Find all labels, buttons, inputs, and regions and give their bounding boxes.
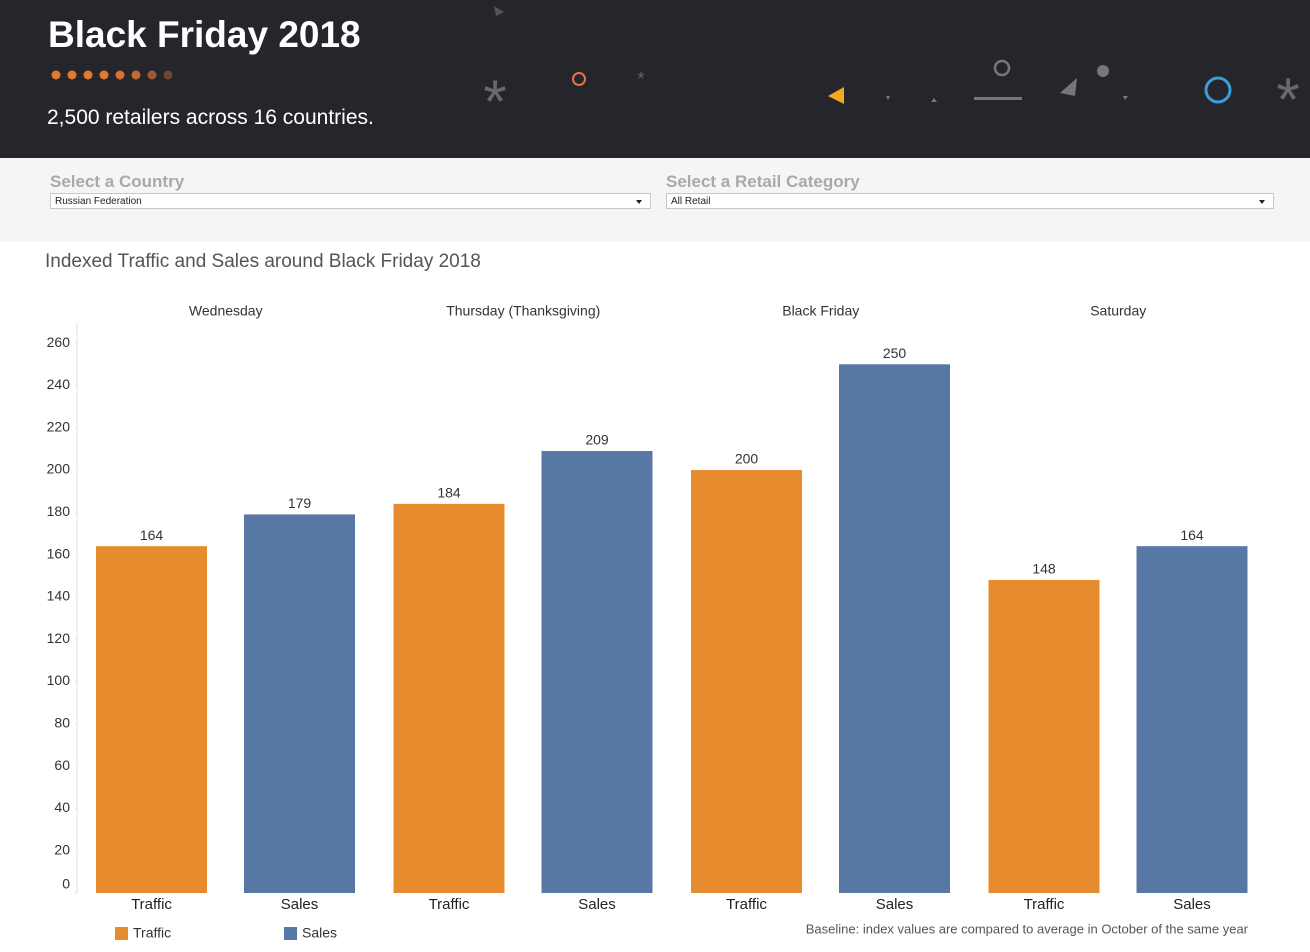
y-tick-label: 120 <box>47 630 71 646</box>
x-tick-label: Traffic <box>131 896 172 913</box>
value-label: 184 <box>437 485 461 501</box>
x-tick-label: Sales <box>876 896 914 913</box>
y-tick-label: 240 <box>47 376 71 392</box>
x-tick-label: Traffic <box>726 896 767 913</box>
chart-title: Indexed Traffic and Sales around Black F… <box>45 251 481 272</box>
category-select[interactable]: All Retail <box>666 193 1274 209</box>
legend-label: Traffic <box>133 925 171 941</box>
x-tick-label: Sales <box>578 896 616 913</box>
bar <box>988 580 1100 893</box>
subtitle: 2,500 retailers across 16 countries. <box>47 106 374 129</box>
bar <box>96 546 207 893</box>
value-label: 200 <box>735 451 759 467</box>
y-tick-label: 260 <box>47 334 71 350</box>
bar <box>244 514 355 893</box>
legend-swatch <box>284 927 297 940</box>
y-tick-label: 200 <box>47 461 71 477</box>
x-tick-label: Traffic <box>429 896 470 913</box>
legend-swatch <box>115 927 128 940</box>
x-tick-label: Sales <box>1173 896 1211 913</box>
bar <box>839 364 950 894</box>
value-label: 179 <box>288 495 312 511</box>
chart: Indexed Traffic and Sales around Black F… <box>45 251 1249 941</box>
annotation: Baseline: index values are compared to a… <box>806 921 1249 936</box>
y-tick-label: 180 <box>47 503 71 519</box>
value-label: 164 <box>140 527 164 543</box>
x-tick-label: Sales <box>281 896 319 913</box>
value-label: 164 <box>1180 527 1204 543</box>
page-title: Black Friday 2018 <box>48 14 361 55</box>
bar <box>691 470 802 893</box>
filter-label: Select a Country <box>50 172 185 191</box>
bar <box>1136 546 1248 893</box>
category-label: Saturday <box>1090 303 1146 319</box>
y-tick-label: 20 <box>54 841 70 857</box>
legend-label: Sales <box>302 925 337 941</box>
svg-text:*: * <box>1276 66 1299 133</box>
header: Black Friday 2018 * * * 2,500 retailers … <box>0 0 1310 158</box>
y-tick-label: 60 <box>54 757 70 773</box>
category-label: Black Friday <box>782 303 859 319</box>
value-label: 209 <box>585 432 609 448</box>
svg-text:*: * <box>637 69 644 89</box>
category-label: Wednesday <box>189 303 263 319</box>
y-tick-label: 0 <box>62 876 70 892</box>
y-tick-label: 160 <box>47 545 71 561</box>
y-tick-label: 220 <box>47 418 71 434</box>
country-select[interactable]: Russian Federation <box>50 193 651 209</box>
svg-text:*: * <box>483 68 506 135</box>
bar <box>541 451 653 893</box>
y-tick-label: 140 <box>47 588 71 604</box>
filter-label: Select a Retail Category <box>666 172 860 191</box>
filters: Select a Country Russian Federation Sele… <box>0 158 1310 242</box>
y-tick-label: 100 <box>47 672 71 688</box>
y-tick-label: 40 <box>54 799 70 815</box>
x-tick-label: Traffic <box>1024 896 1065 913</box>
value-label: 148 <box>1032 561 1056 577</box>
y-tick-label: 80 <box>54 715 70 731</box>
category-label: Thursday (Thanksgiving) <box>446 303 600 319</box>
value-label: 250 <box>883 345 907 361</box>
bar <box>393 503 505 893</box>
decorations: * * * <box>51 6 1300 135</box>
dots <box>51 70 173 80</box>
